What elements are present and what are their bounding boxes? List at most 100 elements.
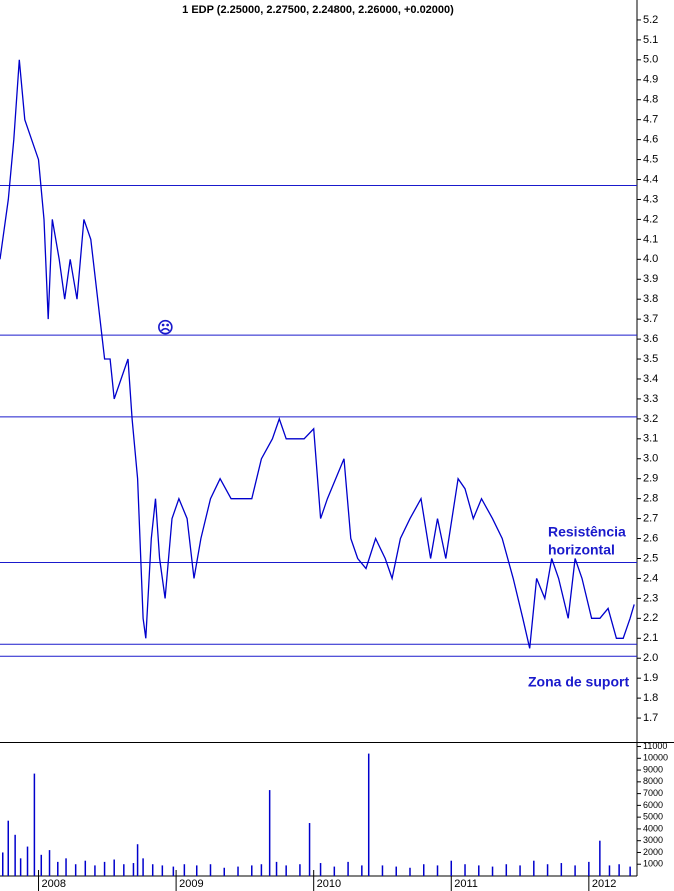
- volume-bar: [491, 866, 494, 876]
- y-tick-label: 4000: [643, 823, 663, 833]
- volume-bar: [599, 840, 601, 876]
- volume-bar: [7, 820, 10, 876]
- volume-bar: [74, 864, 77, 876]
- y-tick-label: 4.3: [643, 193, 658, 205]
- volume-bar: [478, 865, 480, 876]
- y-tick-label: 1.8: [643, 692, 658, 704]
- volume-bar: [275, 861, 278, 876]
- volume-bar: [533, 860, 535, 876]
- volume-bar: [629, 866, 631, 876]
- x-tick-label: 2008: [42, 878, 66, 890]
- volume-bar: [172, 866, 175, 876]
- y-tick-label: 3.6: [643, 333, 658, 345]
- y-tick-label: 2.4: [643, 572, 658, 584]
- y-tick-label: 3.9: [643, 273, 658, 285]
- volume-bar: [395, 866, 397, 876]
- x-tick-label: 2012: [592, 878, 616, 890]
- volume-bar: [94, 865, 96, 876]
- volume-bar: [251, 865, 253, 876]
- volume-bar: [299, 864, 301, 876]
- volume-bar: [123, 864, 125, 876]
- y-tick-label: 3.4: [643, 373, 658, 385]
- x-tick-label: 2009: [179, 878, 203, 890]
- y-tick-label: 8000: [643, 776, 663, 786]
- volume-bar: [26, 846, 29, 876]
- y-tick-label: 4.6: [643, 134, 658, 146]
- y-tick-label: 5.1: [643, 34, 658, 46]
- volume-bar: [319, 863, 322, 876]
- y-tick-label: 6000: [643, 800, 663, 810]
- volume-bar: [136, 844, 139, 876]
- y-tick-label: 4.0: [643, 253, 658, 265]
- volume-bar: [48, 850, 51, 876]
- y-tick-label: 2.0: [643, 652, 658, 664]
- volume-bar: [268, 790, 271, 876]
- y-tick-label: 5.0: [643, 54, 658, 66]
- y-tick-label: 4.7: [643, 114, 658, 126]
- volume-bar: [450, 860, 453, 876]
- volume-bar: [546, 864, 549, 876]
- y-tick-label: 2.2: [643, 612, 658, 624]
- y-tick-label: 4.2: [643, 213, 658, 225]
- y-tick-label: 3.3: [643, 393, 658, 405]
- volume-bar: [237, 866, 239, 876]
- y-tick-label: 1.9: [643, 672, 658, 684]
- volume-bar: [2, 852, 4, 876]
- y-tick-label: 2.5: [643, 552, 658, 564]
- volume-bar: [333, 866, 336, 876]
- volume-bar: [618, 864, 620, 876]
- volume-bar: [608, 865, 611, 876]
- y-tick-label: 2.6: [643, 532, 658, 544]
- volume-bar: [260, 864, 263, 876]
- volume-bar: [285, 865, 287, 876]
- volume-bar: [464, 864, 466, 876]
- volume-bar: [14, 834, 16, 876]
- volume-bar: [560, 863, 563, 876]
- y-tick-label: 5000: [643, 812, 663, 822]
- volume-bar: [195, 865, 198, 876]
- y-tick-label: 11000: [643, 741, 667, 751]
- y-tick-label: 3.7: [643, 313, 658, 325]
- volume-bar: [151, 864, 154, 876]
- volume-bar: [308, 823, 311, 876]
- annotation: Resistência: [548, 524, 626, 540]
- volume-bar: [505, 864, 508, 876]
- y-tick-label: 1000: [643, 859, 663, 869]
- volume-bar: [381, 865, 384, 876]
- volume-bar: [361, 865, 363, 876]
- volume-bar: [132, 863, 135, 876]
- volume-bar: [19, 858, 22, 876]
- annotation: ☹: [157, 319, 174, 337]
- y-tick-label: 2.7: [643, 513, 658, 525]
- x-tick-label: 2010: [317, 878, 341, 890]
- y-tick-label: 3.2: [643, 413, 658, 425]
- volume-bar: [84, 860, 87, 876]
- y-tick-label: 3000: [643, 835, 663, 845]
- y-tick-label: 4.1: [643, 233, 658, 245]
- annotation: Zona de suport: [528, 674, 629, 690]
- x-tick-label: 2011: [454, 878, 478, 890]
- volume-bar: [209, 864, 212, 876]
- y-tick-label: 4.8: [643, 94, 658, 106]
- y-tick-label: 4.4: [643, 173, 658, 185]
- y-tick-label: 2.9: [643, 473, 658, 485]
- volume-bar: [436, 865, 439, 876]
- y-tick-label: 3.8: [643, 293, 658, 305]
- volume-bar: [574, 865, 576, 876]
- y-tick-label: 3.0: [643, 453, 658, 465]
- volume-bar: [161, 865, 164, 876]
- volume-bar: [65, 858, 67, 876]
- y-tick-label: 2.3: [643, 592, 658, 604]
- price-line: [0, 59, 635, 649]
- y-tick-label: 1.7: [643, 712, 658, 724]
- volume-bar: [367, 753, 370, 876]
- annotation: horizontal: [548, 542, 615, 558]
- volume-bar: [588, 861, 590, 876]
- volume-bar: [223, 867, 226, 876]
- y-tick-label: 5.2: [643, 14, 658, 26]
- y-tick-label: 10000: [643, 753, 668, 763]
- volume-bar: [347, 861, 349, 876]
- y-tick-label: 4.9: [643, 74, 658, 86]
- volume-bar: [33, 773, 36, 876]
